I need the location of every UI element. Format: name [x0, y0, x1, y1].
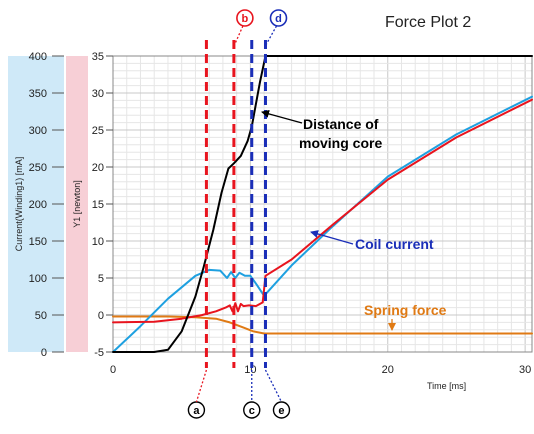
- newton-tick-label: 30: [92, 88, 104, 100]
- newton-axis-label: Y1 [newton]: [72, 180, 82, 228]
- marker-badge-c: [243, 401, 261, 419]
- marker-badge-b: [236, 9, 254, 27]
- marker-letter-e: e: [278, 405, 284, 417]
- vertical-markers: a b c d e: [187, 9, 291, 419]
- marker-letter-d: d: [275, 13, 282, 25]
- series-line-spring-force: [112, 315, 533, 335]
- series-line-coil-current: [112, 95, 533, 353]
- series-line-distance-of-moving-core: [112, 55, 533, 353]
- marker-badge-e: [272, 401, 291, 419]
- newton-tick-label: 15: [92, 199, 104, 211]
- time-tick-label: 30: [519, 364, 531, 376]
- current-tick-label: 150: [29, 236, 47, 248]
- current-tick-label: 250: [29, 162, 47, 174]
- newton-tick-label: 35: [92, 51, 104, 63]
- coil-current-annotation: Coil current: [355, 236, 434, 252]
- newton-axis-band: [66, 56, 88, 352]
- time-tick-label: 20: [382, 364, 394, 376]
- marker-leader-e: [264, 369, 283, 403]
- current-axis-label: Current(Winding1) [mA]: [14, 157, 24, 252]
- distance-annotation-line2: moving core: [299, 135, 382, 151]
- marker-letter-a: a: [193, 405, 200, 417]
- marker-badge-d: [269, 9, 288, 27]
- time-axis-label: Time [ms]: [427, 381, 466, 391]
- newton-tick-label: 10: [92, 236, 104, 248]
- marker-leader-b: [234, 25, 244, 45]
- distance-annotation-arrow: [261, 109, 303, 124]
- time-tick-label: 10: [244, 364, 256, 376]
- newton-tick-label: 25: [92, 125, 104, 137]
- grid-lines: [112, 55, 532, 353]
- newton-axis-ticks: -5 0 5 10 15 20 25 30 35: [92, 51, 113, 359]
- current-tick-label: 0: [41, 347, 47, 359]
- marker-leader-a: [195, 369, 208, 403]
- time-axis-ticks: 0 10 20 30: [110, 364, 531, 376]
- current-tick-label: 400: [29, 51, 47, 63]
- newton-tick-label: 0: [98, 310, 104, 322]
- current-tick-label: 300: [29, 125, 47, 137]
- distance-annotation-line1: Distance of: [303, 116, 379, 132]
- spring-force-annotation: Spring force: [364, 302, 447, 318]
- current-tick-label: 100: [29, 273, 47, 285]
- newton-tick-label: 5: [98, 273, 104, 285]
- newton-tick-label: -5: [94, 347, 104, 359]
- current-tick-label: 200: [29, 199, 47, 211]
- chart-title: Force Plot 2: [385, 14, 471, 31]
- newton-tick-label: 20: [92, 162, 104, 174]
- current-tick-label: 50: [35, 310, 47, 322]
- marker-letter-b: b: [242, 13, 249, 25]
- coil-current-annotation-arrow: [310, 230, 354, 245]
- time-tick-label: 0: [110, 364, 116, 376]
- current-tick-label: 350: [29, 88, 47, 100]
- current-axis-ticks: 0 50 100 150 200 250 300 350 400: [29, 51, 64, 359]
- marker-leader-d: [265, 25, 278, 45]
- marker-letter-c: c: [249, 405, 255, 417]
